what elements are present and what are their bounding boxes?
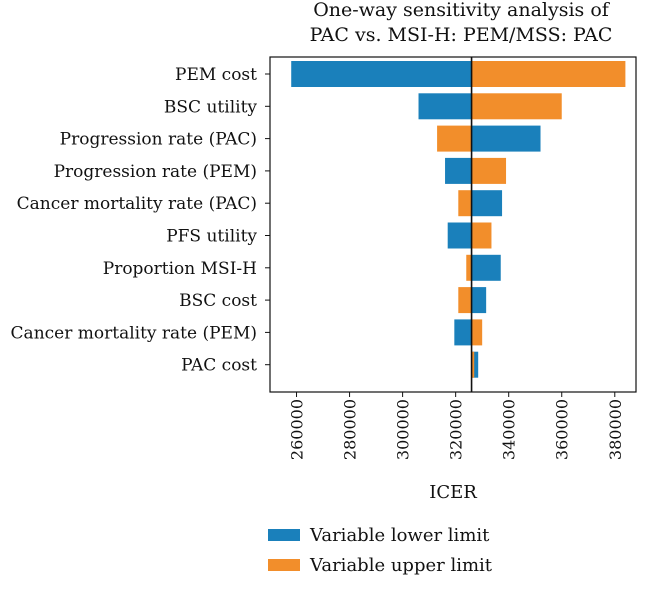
category-label: BSC cost xyxy=(179,291,257,311)
bar-lower-proportion-msi-h xyxy=(471,254,501,281)
category-label: PFS utility xyxy=(166,227,257,247)
x-tick-label: 300000 xyxy=(394,399,413,460)
bar-upper-pem-cost xyxy=(471,61,626,87)
category-labels: PEM cost BSC utility Progression rate (PAC… xyxy=(11,65,270,376)
bars-group xyxy=(291,61,626,378)
x-axis-ticks: 260000 280000 300000 320000 340000 360000 3800… xyxy=(288,392,625,460)
bar-upper-cancer-mortality-rate-pac xyxy=(458,190,472,217)
bar-upper-cancer-mortality-rate-pem xyxy=(471,319,483,346)
x-axis-label: ICER xyxy=(429,482,477,503)
chart-legend: Variable lower limit Variable upper limi… xyxy=(268,520,492,580)
bar-lower-bsc-cost xyxy=(471,287,487,314)
bar-upper-pac-cost xyxy=(471,351,475,378)
x-tick-label: 380000 xyxy=(606,399,625,460)
category-label: PAC cost xyxy=(181,356,257,376)
chart-title-line-1: One-way sensitivity analysis of xyxy=(313,0,611,21)
bar-lower-progression-rate-pem xyxy=(445,157,472,184)
bar-lower-pac-cost xyxy=(471,351,479,378)
bar-upper-bsc-utility xyxy=(471,93,562,120)
x-tick-label: 360000 xyxy=(553,399,572,460)
bar-upper-progression-rate-pem xyxy=(471,157,507,184)
category-label: PEM cost xyxy=(175,65,257,85)
legend-item-upper: Variable upper limit xyxy=(268,550,492,580)
bar-lower-pfs-utility xyxy=(447,222,472,249)
x-tick-label: 320000 xyxy=(447,399,466,460)
category-label: Cancer mortality rate (PEM) xyxy=(11,323,257,343)
x-tick-label: 280000 xyxy=(341,399,360,460)
category-label: BSC utility xyxy=(164,97,257,117)
category-label: Cancer mortality rate (PAC) xyxy=(17,194,257,214)
bar-upper-proportion-msi-h xyxy=(466,254,472,281)
legend-label-lower: Variable lower limit xyxy=(310,524,490,546)
bar-lower-bsc-utility xyxy=(418,93,472,120)
x-tick-label: 260000 xyxy=(288,399,307,460)
bar-upper-progression-rate-pac xyxy=(437,125,472,152)
legend-swatch-upper xyxy=(268,559,300,571)
legend-item-lower: Variable lower limit xyxy=(268,520,492,550)
bar-lower-cancer-mortality-rate-pem xyxy=(454,319,472,346)
category-label: Progression rate (PEM) xyxy=(54,162,257,182)
chart-title-line-2: PAC vs. MSI-H: PEM/MSS: PAC xyxy=(310,24,613,46)
legend-label-upper: Variable upper limit xyxy=(310,554,493,576)
plot-area-frame xyxy=(269,56,637,393)
bar-lower-progression-rate-pac xyxy=(471,125,541,152)
bar-upper-pfs-utility xyxy=(471,222,492,249)
legend-swatch-lower xyxy=(268,529,300,541)
category-label: Proportion MSI-H xyxy=(103,259,257,279)
bar-upper-bsc-cost xyxy=(458,287,472,314)
category-label: Progression rate (PAC) xyxy=(60,130,257,150)
bar-lower-cancer-mortality-rate-pac xyxy=(471,190,503,217)
bar-lower-pem-cost xyxy=(291,61,472,87)
x-tick-label: 340000 xyxy=(500,399,519,460)
